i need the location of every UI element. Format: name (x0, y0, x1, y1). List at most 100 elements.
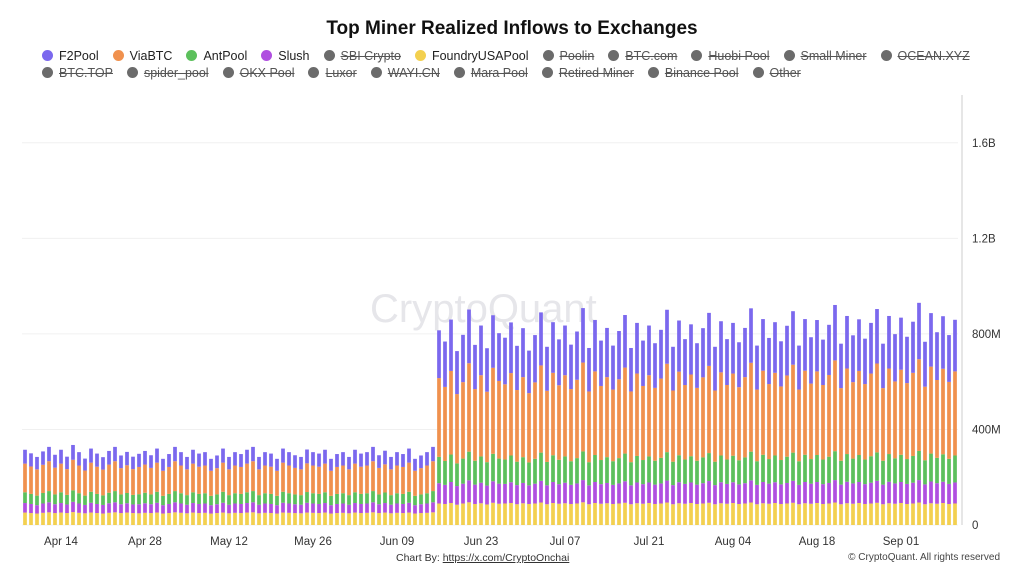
bar-segment-viabtc (329, 470, 333, 496)
bar-segment-antpool (653, 460, 657, 485)
bar-segment-slush (599, 484, 603, 504)
bar-segment-f2pool (707, 312, 711, 366)
bar-segment-antpool (941, 454, 945, 482)
y-tick-label: 1.6B (972, 138, 996, 150)
bar-segment-slush (287, 503, 291, 513)
bar-segment-antpool (611, 461, 615, 485)
legend-item-luxor[interactable]: Luxor (308, 65, 357, 82)
legend-item-foundryusapool[interactable]: FoundryUSAPool (414, 48, 529, 65)
bar-segment-viabtc (347, 469, 351, 496)
bar-segment-foundryusapool (455, 504, 459, 525)
legend-item-slush[interactable]: Slush (261, 48, 310, 65)
bar-segment-foundryusapool (263, 512, 267, 525)
bar-segment-f2pool (437, 330, 441, 379)
bar-segment-slush (275, 505, 279, 514)
legend-item-spider-pool[interactable]: spider_pool (126, 65, 209, 82)
bar-segment-foundryusapool (917, 502, 921, 525)
bar-segment-f2pool (35, 456, 39, 470)
credit-link[interactable]: https://x.com/CryptoOnchai (442, 552, 570, 564)
legend-item-antpool[interactable]: AntPool (186, 48, 247, 65)
legend-item-viabtc[interactable]: ViaBTC (112, 48, 172, 65)
bar-segment-antpool (527, 462, 531, 486)
bar-segment-antpool (143, 492, 147, 504)
bar-segment-slush (215, 504, 219, 514)
legend-item-ocean-xyz[interactable]: OCEAN.XYZ (880, 48, 970, 65)
bar-segment-foundryusapool (809, 503, 813, 525)
bar-segment-antpool (437, 456, 441, 484)
bar-segment-slush (905, 483, 909, 504)
bar-segment-antpool (257, 495, 261, 505)
bar-segment-viabtc (233, 465, 237, 494)
bar-segment-foundryusapool (359, 513, 363, 525)
legend-swatch (186, 50, 198, 61)
x-tick-label: Aug 18 (799, 536, 835, 548)
legend-swatch (752, 67, 764, 78)
legend-item-small-miner[interactable]: Small Miner (783, 48, 867, 65)
bar-segment-viabtc (197, 466, 201, 494)
bar-segment-f2pool (845, 315, 849, 369)
bar-segment-viabtc (695, 387, 699, 461)
legend-item-sbi-crypto[interactable]: SBI Crypto (323, 48, 401, 65)
legend-item-binance-pool[interactable]: Binance Pool (647, 65, 739, 82)
bar-segment-antpool (491, 453, 495, 482)
bar-segment-antpool (779, 460, 783, 485)
bar-segment-antpool (317, 493, 321, 504)
bar-segment-viabtc (101, 469, 105, 496)
legend-item-btc-top[interactable]: BTC.TOP (42, 65, 113, 82)
bar-segment-f2pool (527, 350, 531, 394)
legend-item-okx-pool[interactable]: OKX Pool (222, 65, 295, 82)
legend-item-huobi-pool[interactable]: Huobi Pool (691, 48, 770, 65)
legend-item-poolin[interactable]: Poolin (542, 48, 594, 65)
bar-segment-foundryusapool (779, 503, 783, 525)
bar-segment-foundryusapool (353, 512, 357, 525)
legend-item-wayi-cn[interactable]: WAYI.CN (370, 65, 440, 82)
bar-segment-f2pool (821, 339, 825, 386)
bar-segment-antpool (863, 459, 867, 485)
legend-item-btc-com[interactable]: BTC.com (608, 48, 677, 65)
bar-segment-slush (863, 484, 867, 504)
bar-segment-f2pool (467, 309, 471, 364)
bar-segment-viabtc (137, 466, 141, 495)
bar-segment-antpool (635, 455, 639, 483)
legend-swatch (647, 67, 659, 78)
bar-segment-f2pool (239, 454, 243, 467)
bar-segment-antpool (587, 462, 591, 486)
bar-segment-f2pool (647, 325, 651, 376)
bar-segment-f2pool (71, 444, 75, 460)
bar-segment-slush (947, 483, 951, 504)
bar-segment-foundryusapool (473, 503, 477, 525)
bar-segment-foundryusapool (521, 503, 525, 525)
bar-segment-foundryusapool (95, 513, 99, 525)
bar-segment-foundryusapool (659, 503, 663, 525)
bar-segment-viabtc (869, 373, 873, 457)
bar-segment-foundryusapool (431, 512, 435, 525)
bar-segment-antpool (923, 460, 927, 485)
legend-item-other[interactable]: Other (752, 65, 801, 82)
bar-segment-antpool (191, 492, 195, 504)
legend-label: OKX Pool (239, 66, 295, 80)
bar-segment-slush (875, 480, 879, 503)
bar-segment-viabtc (485, 391, 489, 463)
legend-item-f2pool[interactable]: F2Pool (42, 48, 99, 65)
legend-item-mara-pool[interactable]: Mara Pool (453, 65, 528, 82)
bar-segment-viabtc (581, 362, 585, 452)
bar-segment-f2pool (815, 320, 819, 372)
bar-segment-foundryusapool (551, 503, 555, 525)
bar-segment-f2pool (137, 453, 141, 467)
bar-segment-f2pool (371, 446, 375, 462)
bar-segment-foundryusapool (593, 503, 597, 525)
bar-segment-f2pool (509, 322, 513, 374)
bar-segment-slush (659, 483, 663, 504)
bar-segment-viabtc (563, 375, 567, 457)
bar-segment-foundryusapool (665, 502, 669, 525)
bar-segment-f2pool (155, 448, 159, 463)
bar-segment-foundryusapool (449, 503, 453, 525)
bar-segment-f2pool (407, 448, 411, 463)
legend-item-retired-miner[interactable]: Retired Miner (541, 65, 634, 82)
bar-segment-viabtc (539, 365, 543, 453)
bar-segment-slush (869, 482, 873, 504)
bar-segment-foundryusapool (323, 512, 327, 525)
bar-segment-foundryusapool (227, 513, 231, 525)
bar-segment-viabtc (389, 469, 393, 496)
bar-segment-f2pool (605, 327, 609, 378)
